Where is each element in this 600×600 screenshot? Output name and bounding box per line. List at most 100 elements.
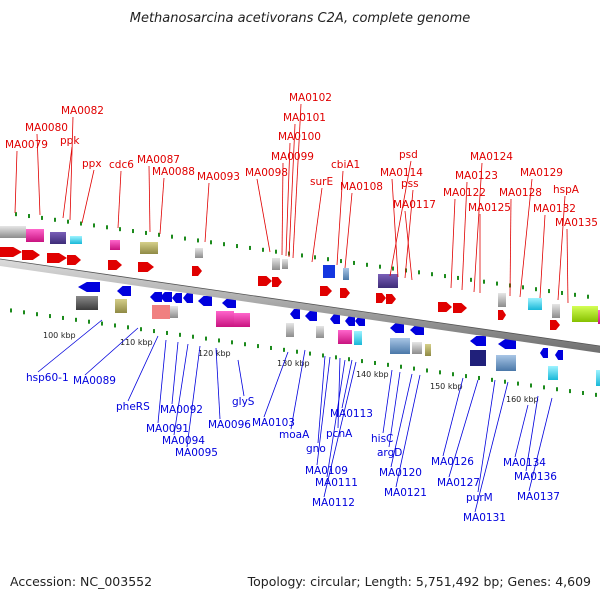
reverse-gene-leader [326,359,346,478]
orbit-dot [127,325,129,330]
gene-box [470,350,486,366]
gene-features [0,226,600,386]
orbit-dot [543,385,545,390]
orbit-dot [574,292,576,297]
reverse-gene-leader [316,356,331,466]
orbit-dot [197,238,199,243]
orbit-dot [10,308,12,313]
orbit-dot [223,242,225,247]
gene-box [412,342,422,354]
gene-box [110,240,120,250]
forward-gene-label: MA0135 [555,217,598,229]
forward-gene-leader [519,178,533,298]
orbit-dot [296,349,298,354]
forward-gene-leader [566,228,569,304]
orbit-dot [231,340,233,345]
forward-gene-label: ppx [82,158,102,170]
gene-box [195,248,203,258]
genome-backbone [0,258,600,353]
forward-gene-leader [281,162,284,256]
orbit-dot [392,266,394,271]
gene-box [76,296,98,310]
reverse-gene-leader [290,349,306,430]
forward-gene-label: pss [401,178,419,190]
forward-gene-label: MA0088 [152,166,195,178]
reverse-gene-label: MA0096 [208,419,251,431]
gene-box [354,331,362,345]
orbit-dot [140,327,142,332]
reverse-gene-label: MA0109 [305,465,348,477]
backbone-edge [0,258,600,347]
forward-gene-arrow [272,277,282,287]
gene-box [234,313,250,327]
gene-box [378,274,398,288]
reverse-gene-arrow [390,323,404,333]
forward-gene-leader [404,189,414,279]
gene-box [425,344,431,356]
forward-gene-arrow [67,255,81,265]
orbit-dot [465,374,467,379]
orbit-dot [556,387,558,392]
forward-gene-label: psd [399,149,418,161]
orbit-dot [366,262,368,267]
forward-gene-leader [69,116,74,221]
orbit-dot [348,357,350,362]
reverse-gene-label: MA0111 [315,477,358,489]
reverse-gene-leader [337,357,341,429]
reverse-gene-label: MA0134 [503,457,546,469]
orbit-dot [587,294,589,299]
reverse-gene-label: MA0137 [517,491,560,503]
orbit-dot [374,360,376,365]
reverse-gene-leader [388,371,401,448]
orbit-dot [270,345,272,350]
orbit-dot [28,214,30,219]
forward-gene-leader [336,170,344,266]
forward-gene-arrow [22,250,40,260]
reverse-gene-arrow [410,325,424,335]
orbit-dot [361,359,363,364]
forward-gene-label: MA0080 [25,122,68,134]
gene-box [70,236,82,244]
reverse-gene-leader [171,341,179,405]
forward-gene-arrow [108,260,122,270]
orbit-dot [205,336,207,341]
gene-box [316,326,324,338]
reverse-gene-leader [395,374,421,488]
reverse-gene-leader [157,339,167,424]
forward-gene-label: MA0082 [61,105,104,117]
forward-gene-leader [391,178,399,278]
orbit-dot [249,245,251,250]
reverse-gene-label: MA0121 [384,487,427,499]
accession-text: Accession: NC_003552 [10,574,152,589]
gene-box [548,366,558,380]
orbit-dot [496,281,498,286]
reverse-gene-arrow [330,314,340,324]
reverse-gene-arrow [183,293,193,303]
forward-gene-label: MA0108 [340,181,383,193]
forward-gene-arrow [47,253,67,263]
reverse-gene-leader [525,395,539,472]
reverse-gene-label: MA0126 [431,456,474,468]
orbit-dot [166,330,168,335]
forward-gene-label: MA0114 [380,167,423,179]
gene-box [498,293,506,307]
forward-gene-label: MA0079 [5,139,48,151]
orbit-dot [400,364,402,369]
reverse-gene-label: MA0136 [514,471,557,483]
forward-gene-leader [461,181,468,291]
orbit-dot [244,342,246,347]
reverse-gene-leader [528,397,553,492]
reverse-gene-leader [186,345,201,448]
orbit-dot [301,253,303,258]
reverse-gene-arrow [222,298,236,308]
forward-gene-label: MA0125 [468,202,511,214]
gene-box [598,310,600,324]
gene-box [286,323,294,337]
orbit-dot [444,274,446,279]
orbit-dot [431,272,433,277]
orbit-dot [54,217,56,222]
reverse-gene-label: MA0113 [330,408,373,420]
gene-box [323,265,335,278]
reverse-gene-leader [263,351,289,418]
forward-gene-leader [311,187,323,263]
